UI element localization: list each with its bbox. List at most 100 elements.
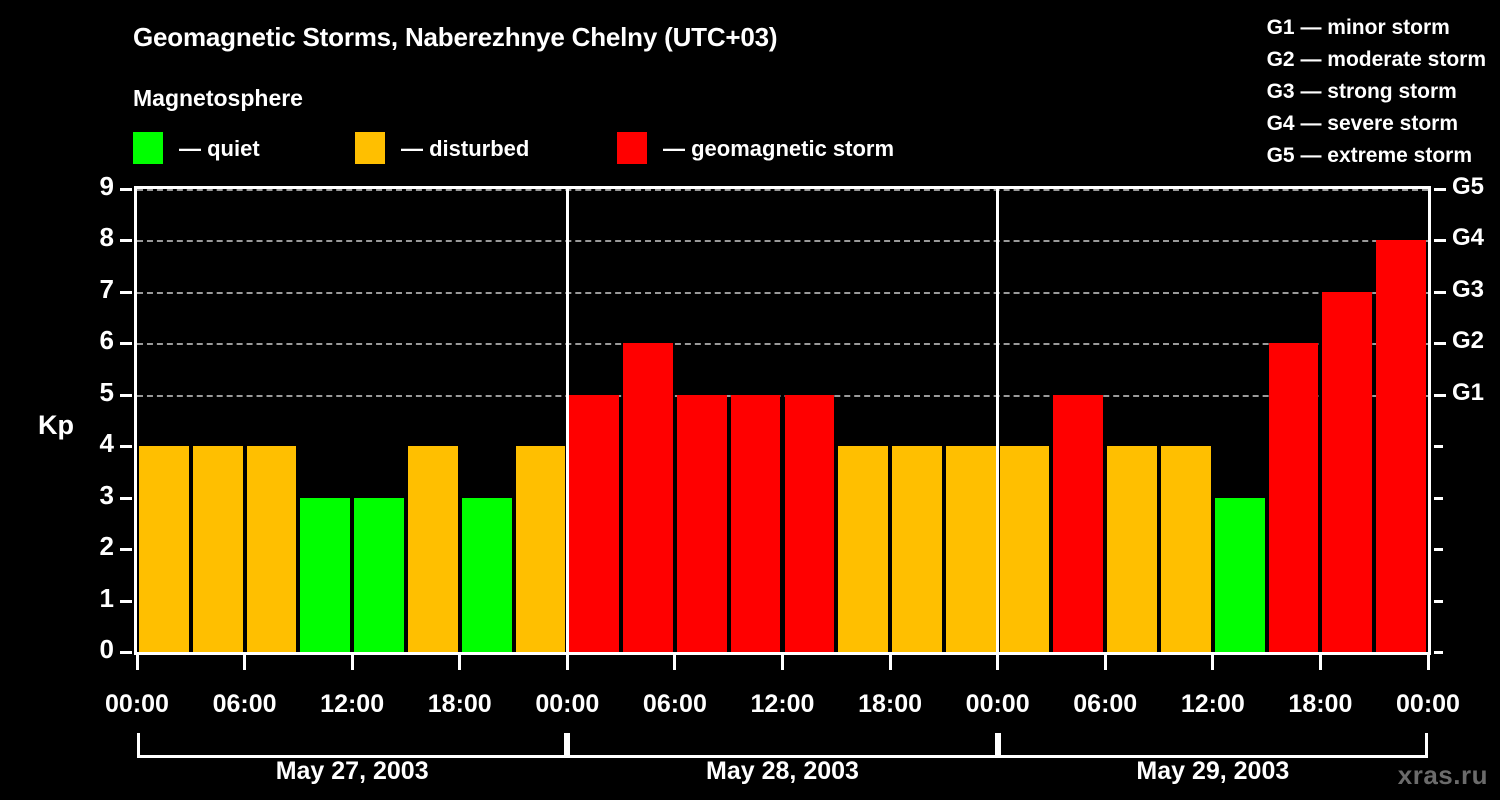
legend-label-disturbed: — disturbed	[401, 136, 530, 161]
g-scale-line-5: G5 — extreme storm	[1266, 144, 1473, 167]
bar	[407, 446, 458, 652]
x-tick-mark	[1318, 655, 1322, 670]
g-axis-label-G5: G5	[1452, 173, 1485, 200]
y-tick-label-8: 8	[99, 222, 114, 253]
day-label: May 28, 2003	[706, 757, 859, 785]
bar	[1268, 343, 1319, 652]
y-axis-label: Kp	[38, 410, 74, 440]
g-axis-tick-G1	[1434, 393, 1446, 397]
bar	[1053, 394, 1104, 652]
bar	[515, 446, 566, 652]
x-tick-mark	[243, 655, 247, 670]
x-tick-mark	[135, 655, 139, 670]
subtitle-magnetosphere: Magnetosphere	[133, 85, 303, 111]
x-tick-label: 12:00	[320, 690, 385, 718]
x-tick-mark	[781, 655, 784, 670]
y-tick-mark	[120, 496, 132, 500]
g-scale-line-3: G3 — strong storm	[1266, 80, 1457, 103]
x-tick-label: 12:00	[750, 690, 815, 718]
bar	[300, 497, 351, 652]
g-axis-tick-G2	[1434, 342, 1446, 346]
y-tick-mark	[120, 239, 132, 243]
bar	[246, 446, 297, 652]
bar	[1107, 446, 1158, 652]
bar	[730, 394, 781, 652]
x-tick-label: 00:00	[105, 690, 169, 718]
bar	[1376, 240, 1426, 652]
g-axis-label-G1: G1	[1452, 378, 1485, 406]
y-tick-mark	[120, 342, 132, 346]
x-tick-label: 00:00	[535, 690, 600, 718]
day-separator	[565, 189, 569, 652]
x-tick-mark	[1426, 655, 1430, 670]
x-tick-label: 06:00	[212, 690, 277, 718]
x-tick-label: 00:00	[965, 690, 1030, 718]
g-axis-tick-G5	[1434, 188, 1446, 191]
x-tick-mark	[458, 655, 462, 670]
day-separator	[996, 189, 1000, 652]
plot-inner	[137, 189, 1428, 652]
y-tick-label-1: 1	[99, 582, 114, 613]
watermark: xras.ru	[1397, 760, 1488, 790]
page-title: Geomagnetic Storms, Naberezhnye Chelny (…	[133, 22, 778, 52]
x-tick-mark	[888, 655, 892, 670]
g-axis-minor-tick	[1434, 599, 1443, 603]
x-tick-label: 00:00	[1396, 690, 1460, 718]
y-tick-label-0: 0	[99, 634, 114, 664]
bar	[192, 446, 243, 652]
gridline-kp-6	[137, 343, 1428, 346]
bar	[139, 446, 189, 652]
x-tick-label: 18:00	[427, 690, 492, 718]
x-tick-label: 06:00	[642, 690, 707, 718]
x-tick-mark	[565, 655, 569, 670]
g-scale-legend: G1 — minor storm G2 — moderate storm G3 — …	[1267, 12, 1486, 172]
legend-label-geomagnetic-storm: — geomagnetic storm	[663, 136, 895, 161]
y-tick-mark	[120, 188, 132, 191]
g-axis-minor-tick	[1434, 445, 1443, 449]
g-axis-minor-tick	[1434, 548, 1443, 552]
plot-area	[134, 186, 1431, 655]
x-tick-label: 12:00	[1180, 690, 1245, 718]
y-tick-label-4: 4	[99, 428, 114, 459]
g-axis-label-G3: G3	[1452, 275, 1485, 303]
bar	[945, 446, 996, 652]
x-tick-mark	[996, 655, 1000, 670]
g-axis-tick-G4	[1434, 239, 1446, 243]
bar	[784, 394, 835, 652]
y-tick-mark	[120, 651, 132, 654]
legend-swatch-geomagnetic-storm	[617, 132, 647, 164]
legend-label-quiet: — quiet	[179, 136, 260, 161]
bar	[623, 343, 673, 652]
day-bracket	[567, 733, 998, 758]
bar	[354, 497, 404, 652]
x-tick-mark	[1103, 655, 1107, 670]
y-tick-label-2: 2	[99, 531, 114, 562]
g-axis-tick-G3	[1434, 290, 1446, 294]
x-tick-mark	[1211, 655, 1215, 670]
g-axis-label-G4: G4	[1452, 224, 1485, 252]
bar	[676, 394, 727, 652]
y-tick-label-6: 6	[99, 325, 114, 356]
g-axis-minor-tick	[1434, 651, 1443, 654]
gridline-kp-7	[137, 291, 1428, 294]
y-tick-mark	[120, 599, 132, 603]
bar	[1161, 446, 1211, 652]
bar	[999, 446, 1050, 652]
bar	[892, 446, 942, 652]
gridline-kp-5	[137, 394, 1428, 397]
bar	[1322, 291, 1373, 652]
x-tick-label: 06:00	[1073, 690, 1138, 718]
day-label: May 29, 2003	[1136, 757, 1290, 785]
g-scale-line-4: G4 — severe storm	[1266, 112, 1459, 135]
legend-swatch-disturbed	[355, 132, 385, 164]
bar	[569, 394, 620, 652]
gridline-kp-9	[137, 189, 1428, 191]
x-tick-label: 18:00	[858, 690, 923, 718]
bar	[838, 446, 889, 652]
x-tick-mark	[673, 655, 677, 670]
y-tick-mark	[120, 445, 132, 449]
g-scale-line-2: G2 — moderate storm	[1266, 48, 1486, 71]
y-tick-label-9: 9	[99, 171, 114, 201]
g-scale-line-1: G1 — minor storm	[1266, 16, 1450, 39]
